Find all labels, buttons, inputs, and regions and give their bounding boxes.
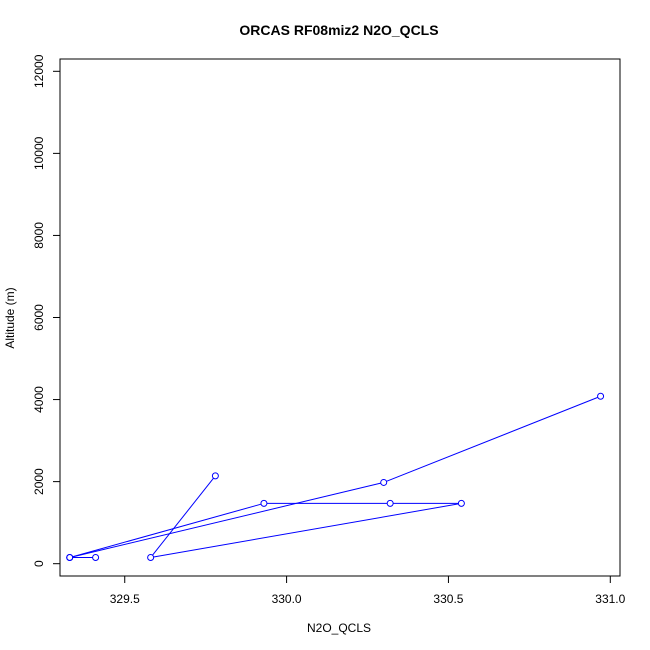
y-axis: 0 2000 4000 6000 8000 10000 12000 (32, 54, 60, 567)
data-point (211, 472, 219, 480)
series-line-segment (153, 503, 459, 558)
x-axis-label: N2O_QCLS (307, 621, 371, 635)
x-tick-label: 331.0 (595, 592, 625, 606)
y-tick-label: 10000 (32, 136, 46, 170)
y-tick-label: 2000 (32, 468, 46, 495)
x-tick-label: 330.0 (272, 592, 302, 606)
x-tick-label: 329.5 (110, 592, 140, 606)
series-line-segment (72, 482, 381, 558)
y-tick-label: 12000 (32, 54, 46, 88)
x-axis: 329.5 330.0 330.5 331.0 (110, 576, 626, 606)
chart-title: ORCAS RF08miz2 N2O_QCLS (239, 22, 438, 38)
data-point (386, 499, 394, 507)
data-point (457, 499, 465, 507)
series-line-segment (72, 503, 262, 558)
series-line-segment (386, 396, 598, 482)
y-tick-label: 0 (32, 560, 46, 567)
data-series (66, 392, 605, 562)
series-line-segment (152, 477, 214, 556)
data-point (92, 554, 100, 562)
data-point (66, 554, 74, 562)
data-point (147, 554, 155, 562)
x-tick-label: 330.5 (433, 592, 463, 606)
data-point (380, 478, 388, 486)
plot-frame (59, 58, 621, 577)
data-point (597, 392, 605, 400)
y-tick-label: 4000 (32, 386, 46, 413)
y-tick-label: 8000 (32, 222, 46, 249)
y-tick-label: 6000 (32, 304, 46, 331)
y-axis-label: Altitude (m) (3, 287, 17, 348)
data-point (260, 499, 268, 507)
